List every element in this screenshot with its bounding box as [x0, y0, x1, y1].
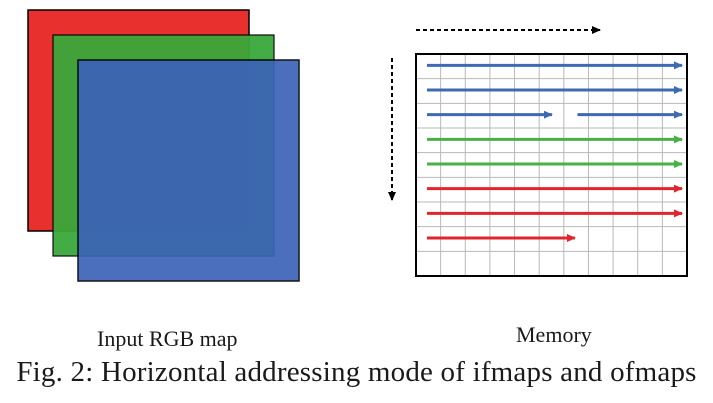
figure-caption: Fig. 2: Horizontal addressing mode of if… — [16, 356, 697, 388]
blue-channel-square — [77, 59, 300, 282]
input-rgb-map-label: Input RGB map — [97, 326, 238, 351]
memory-diagram — [388, 26, 688, 277]
rgb-map-illustration — [27, 9, 300, 282]
memory-label: Memory — [516, 322, 592, 347]
memory-border — [415, 53, 688, 277]
memory-arrows — [427, 61, 683, 242]
